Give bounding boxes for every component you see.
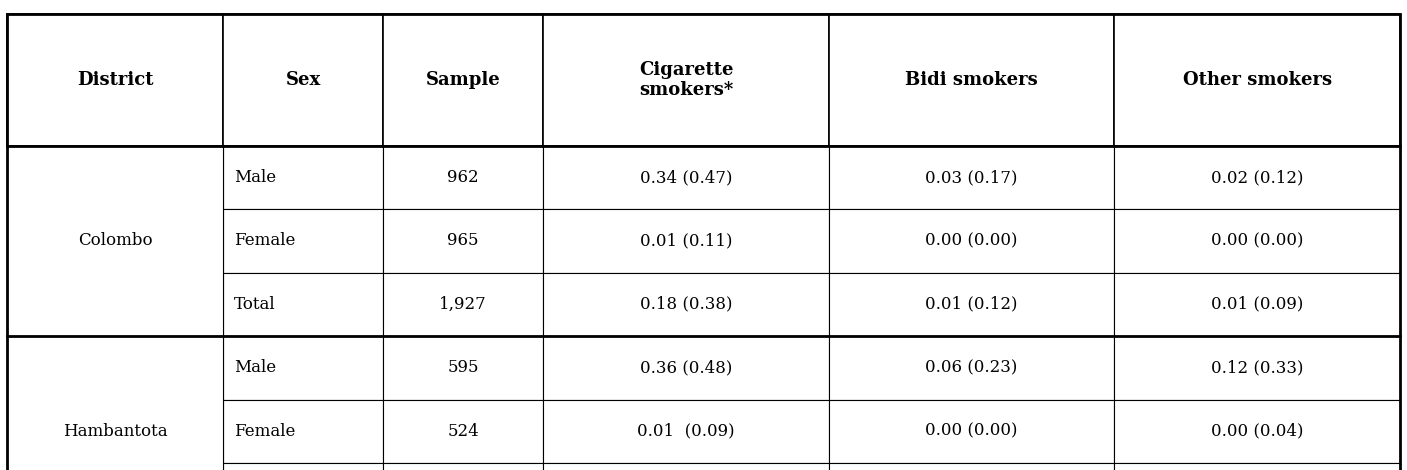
Text: 0.00 (0.00): 0.00 (0.00) [1211, 232, 1303, 250]
Text: District: District [77, 71, 153, 89]
Text: 0.36 (0.48): 0.36 (0.48) [640, 359, 732, 376]
Text: Total: Total [234, 296, 276, 313]
Text: 524: 524 [447, 423, 480, 440]
Text: 0.01  (0.09): 0.01 (0.09) [637, 423, 734, 440]
Text: 0.00 (0.00): 0.00 (0.00) [926, 232, 1017, 250]
Text: 962: 962 [447, 169, 478, 186]
Text: 1,927: 1,927 [439, 296, 487, 313]
Text: Male: Male [234, 359, 276, 376]
Text: 0.00 (0.00): 0.00 (0.00) [926, 423, 1017, 440]
Text: 0.01 (0.11): 0.01 (0.11) [640, 232, 732, 250]
Text: 0.06 (0.23): 0.06 (0.23) [926, 359, 1017, 376]
Text: 0.01 (0.12): 0.01 (0.12) [926, 296, 1017, 313]
Text: 965: 965 [447, 232, 478, 250]
Text: Hambantota: Hambantota [63, 423, 167, 440]
Text: 0.18 (0.38): 0.18 (0.38) [640, 296, 732, 313]
Text: Sample: Sample [426, 71, 501, 89]
Text: 595: 595 [447, 359, 478, 376]
Text: 0.00 (0.04): 0.00 (0.04) [1211, 423, 1303, 440]
Text: Female: Female [234, 232, 295, 250]
Text: 0.03 (0.17): 0.03 (0.17) [926, 169, 1017, 186]
Text: Female: Female [234, 423, 295, 440]
Text: Male: Male [234, 169, 276, 186]
Text: Cigarette
smokers*: Cigarette smokers* [639, 61, 733, 99]
Text: Bidi smokers: Bidi smokers [905, 71, 1038, 89]
Text: 0.12 (0.33): 0.12 (0.33) [1211, 359, 1303, 376]
Text: 0.34 (0.47): 0.34 (0.47) [640, 169, 732, 186]
Text: Colombo: Colombo [77, 232, 152, 250]
Text: Other smokers: Other smokers [1183, 71, 1332, 89]
Text: 0.01 (0.09): 0.01 (0.09) [1211, 296, 1303, 313]
Text: 0.02 (0.12): 0.02 (0.12) [1211, 169, 1303, 186]
Text: Sex: Sex [286, 71, 321, 89]
